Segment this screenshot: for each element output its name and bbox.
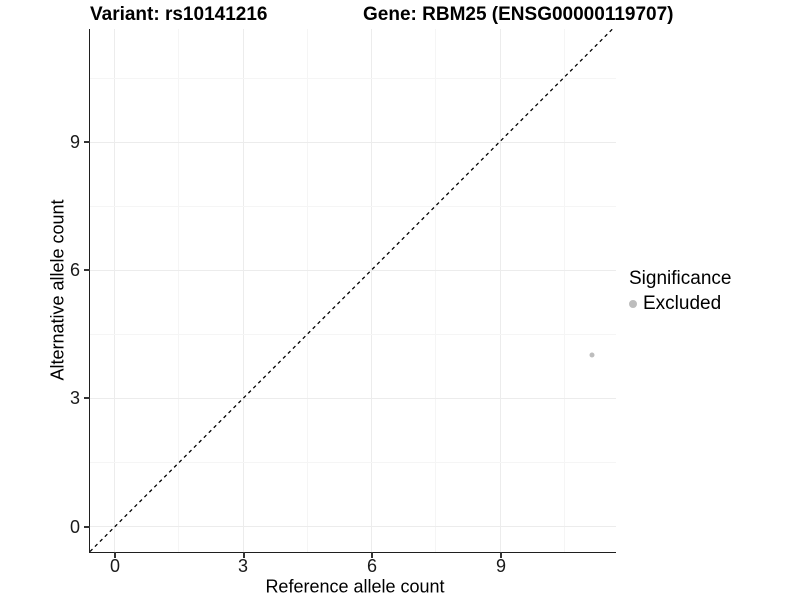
gridline-x-minor [178,29,179,552]
legend-dot-icon [629,300,637,308]
gridline-y-minor [90,334,616,335]
identity-line [90,29,613,552]
x-tick-mark-6 [371,552,373,558]
plot-title-gene: Gene: RBM25 (ENSG00000119707) [363,4,674,25]
gridline-x-6 [371,29,372,552]
gridline-y-minor [90,206,616,207]
x-tick-label: 0 [109,556,121,576]
x-tick-label: 6 [366,556,378,576]
legend-item-label: Excluded [643,293,722,314]
y-tick-label: 3 [69,388,80,408]
plot-panel [89,29,616,553]
gridline-y-3 [90,398,616,399]
plot-title-variant: Variant: rs10141216 [90,4,268,25]
gridline-x-3 [243,29,244,552]
x-tick-label: 9 [495,556,507,576]
gridline-x-minor [307,29,308,552]
gridline-y-6 [90,270,616,271]
x-tick-label: 3 [237,556,249,576]
gridline-y-9 [90,142,616,143]
y-tick-mark-6 [84,269,90,271]
y-tick-label: 0 [69,517,80,537]
gridline-x-0 [114,29,115,552]
legend: Significance Excluded [629,268,731,315]
gridline-x-minor [435,29,436,552]
gridline-y-minor [90,462,616,463]
x-axis-title: Reference allele count [265,576,445,597]
legend-item-excluded: Excluded [629,293,731,315]
x-tick-mark-9 [500,552,502,558]
data-point-excluded [589,352,595,358]
y-tick-mark-3 [84,397,90,399]
y-tick-label: 9 [69,132,80,152]
gridline-x-minor [564,29,565,552]
y-tick-mark-9 [84,141,90,143]
gridline-y-0 [90,526,616,527]
y-tick-label: 6 [69,260,80,280]
legend-title: Significance [629,268,732,289]
y-tick-mark-0 [84,526,90,528]
y-axis-title: Alternative allele count [47,199,68,381]
x-tick-mark-0 [114,552,116,558]
x-tick-mark-3 [243,552,245,558]
gridline-x-9 [500,29,501,552]
gridline-y-minor [90,78,616,79]
